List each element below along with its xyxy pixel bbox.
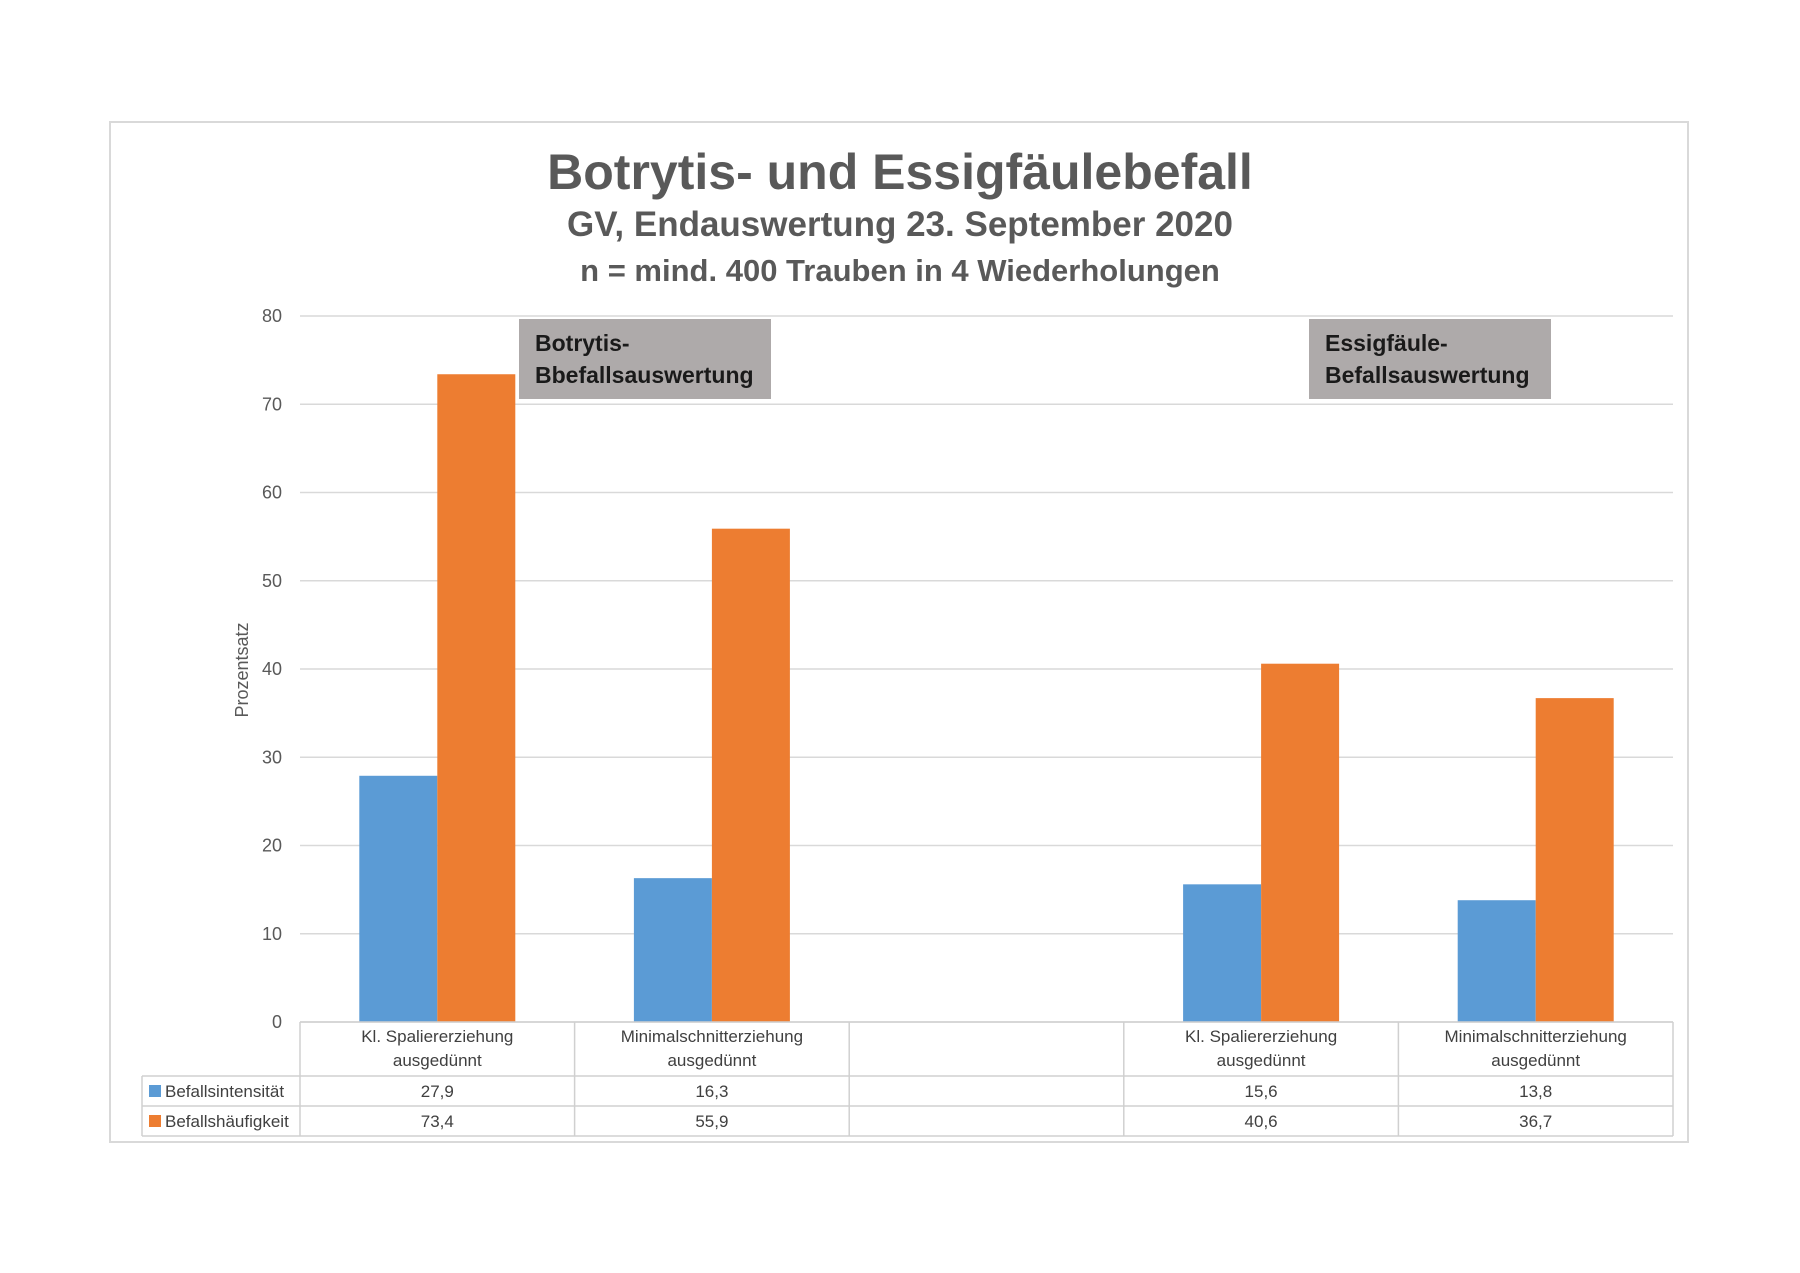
y-tick-label-30: 30 xyxy=(262,747,282,767)
bar-series1-cat0 xyxy=(437,374,516,1022)
x-tick-label-0-line2: ausgedünnt xyxy=(393,1051,482,1070)
x-tick-label-4-line1: Minimalschnitterziehung xyxy=(1445,1027,1627,1046)
annotation-botrytis-line1: Botrytis- xyxy=(535,330,630,356)
bar-series1-cat4 xyxy=(1535,698,1614,1022)
annotation-botrytis-line2: Bbefallsauswertung xyxy=(535,362,754,388)
y-tick-label-20: 20 xyxy=(262,836,282,856)
x-tick-label-4-line2: ausgedünnt xyxy=(1491,1051,1580,1070)
data-label-series0-cat4: 13,8 xyxy=(1519,1082,1552,1101)
y-tick-label-10: 10 xyxy=(262,924,282,944)
x-tick-label-1-line2: ausgedünnt xyxy=(667,1051,756,1070)
bar-series1-cat3 xyxy=(1261,663,1340,1022)
annotation-essigfaeule-line1: Essigfäule- xyxy=(1325,330,1448,356)
data-label-series0-cat0: 27,9 xyxy=(421,1082,454,1101)
bar-series0-cat3 xyxy=(1183,884,1262,1022)
y-axis-label: Prozentsatz xyxy=(232,622,252,717)
x-tick-label-3-line1: Kl. Spaliererziehung xyxy=(1185,1027,1337,1046)
y-tick-label-0: 0 xyxy=(272,1012,282,1032)
legend-key-series0 xyxy=(149,1085,161,1097)
x-tick-label-3-line2: ausgedünnt xyxy=(1217,1051,1306,1070)
x-tick-label-1-line1: Minimalschnitterziehung xyxy=(621,1027,803,1046)
data-label-series0-cat1: 16,3 xyxy=(695,1082,728,1101)
x-tick-label-0-line1: Kl. Spaliererziehung xyxy=(361,1027,513,1046)
y-tick-label-40: 40 xyxy=(262,659,282,679)
y-tick-label-60: 60 xyxy=(262,483,282,503)
y-tick-label-50: 50 xyxy=(262,571,282,591)
data-label-series1-cat0: 73,4 xyxy=(421,1112,454,1131)
y-tick-label-70: 70 xyxy=(262,394,282,414)
bar-series0-cat4 xyxy=(1457,900,1536,1022)
chart-subtitle-date: GV, Endauswertung 23. September 2020 xyxy=(567,205,1233,244)
annotation-essigfaeule-line2: Befallsauswertung xyxy=(1325,362,1530,388)
data-label-series1-cat4: 36,7 xyxy=(1519,1112,1552,1131)
legend-label-series0: Befallsintensität xyxy=(165,1082,284,1101)
chart-title: Botrytis- und Essigfäulebefall xyxy=(547,144,1253,200)
legend-label-series1: Befallshäufigkeit xyxy=(165,1112,289,1131)
data-label-series1-cat1: 55,9 xyxy=(695,1112,728,1131)
chart-subtitle-sample: n = mind. 400 Trauben in 4 Wiederholunge… xyxy=(580,253,1220,288)
annotation-essigfaeule: Essigfäule- Befallsauswertung xyxy=(1309,319,1551,399)
bar-series1-cat1 xyxy=(711,528,790,1022)
data-label-series0-cat3: 15,6 xyxy=(1245,1082,1278,1101)
annotation-botrytis: Botrytis- Bbefallsauswertung xyxy=(519,319,771,399)
y-tick-label-80: 80 xyxy=(262,306,282,326)
legend-key-series1 xyxy=(149,1115,161,1127)
data-label-series1-cat3: 40,6 xyxy=(1245,1112,1278,1131)
bar-series0-cat1 xyxy=(633,878,712,1022)
bar-series0-cat0 xyxy=(359,775,438,1022)
